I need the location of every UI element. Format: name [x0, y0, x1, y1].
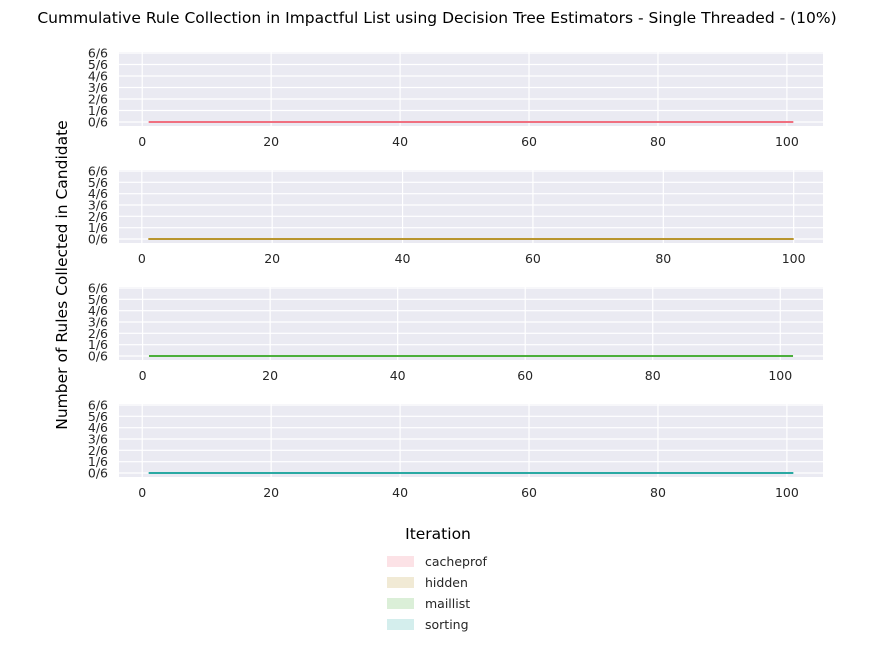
x-tick-label: 60 [521, 134, 537, 149]
y-tick-label: 4/6 [88, 186, 108, 201]
y-tick-label: 1/6 [88, 220, 108, 235]
y-tick-label: 4/6 [88, 69, 108, 84]
y-tick-label: 5/6 [88, 175, 108, 190]
y-tick-label: 1/6 [88, 454, 108, 469]
y-tick-label: 0/6 [88, 115, 108, 130]
plot-background [119, 404, 823, 477]
x-tick-label: 0 [138, 485, 146, 500]
plot-background [119, 170, 823, 243]
x-tick-label: 0 [138, 134, 146, 149]
y-tick-label: 0/6 [88, 466, 108, 481]
x-tick-label: 100 [768, 368, 792, 383]
y-tick-label: 6/6 [88, 398, 108, 413]
y-tick-label: 6/6 [88, 46, 108, 61]
x-tick-label: 40 [395, 251, 411, 266]
y-tick-label: 6/6 [88, 164, 108, 179]
x-tick-label: 40 [390, 368, 406, 383]
y-tick-label: 1/6 [88, 337, 108, 352]
x-tick-label: 60 [525, 251, 541, 266]
x-tick-label: 20 [262, 368, 278, 383]
legend-swatch-hidden [387, 577, 414, 588]
y-tick-label: 4/6 [88, 420, 108, 435]
y-tick-label: 3/6 [88, 432, 108, 447]
plot-background [119, 52, 823, 126]
y-tick-label: 5/6 [88, 292, 108, 307]
y-tick-label: 3/6 [88, 80, 108, 95]
subplot-maillist: 20 40 60 80 100 0 0/61/62/63/64/65/66/6 [88, 281, 823, 383]
legend-label-hidden: hidden [425, 575, 468, 590]
x-tick-label: 100 [782, 251, 806, 266]
chart-title: Cummulative Rule Collection in Impactful… [37, 9, 836, 27]
x-tick-label: 100 [775, 134, 799, 149]
x-tick-label: 80 [655, 251, 671, 266]
x-tick-label: 40 [392, 485, 408, 500]
y-tick-label: 2/6 [88, 92, 108, 107]
legend-swatch-cacheprof [387, 556, 414, 567]
y-tick-label: 2/6 [88, 443, 108, 458]
x-tick-label: 0 [139, 368, 147, 383]
x-tick-label: 0 [138, 251, 146, 266]
x-tick-label: 80 [650, 134, 666, 149]
legend: cacheprof hidden maillist sorting [387, 554, 487, 632]
y-tick-label: 4/6 [88, 303, 108, 318]
subplot-sorting: 0 20 40 60 80 100 0/61/62/63/64/65/66/6 [88, 398, 823, 500]
x-tick-label: 40 [392, 134, 408, 149]
x-tick-label: 100 [775, 485, 799, 500]
subplot-hidden: 20 40 60 80 100 0 0/61/62/63/64/65/66/6 [88, 164, 823, 266]
y-tick-label: 5/6 [88, 409, 108, 424]
y-tick-label: 1/6 [88, 103, 108, 118]
x-axis-label: Iteration [405, 525, 471, 543]
y-tick-label: 2/6 [88, 209, 108, 224]
x-tick-label: 20 [263, 134, 279, 149]
y-tick-label: 6/6 [88, 281, 108, 296]
x-tick-label: 60 [517, 368, 533, 383]
legend-swatch-maillist [387, 598, 414, 609]
legend-swatch-sorting [387, 619, 414, 630]
y-axis-label: Number of Rules Collected in Candidate [53, 120, 71, 429]
subplot-cacheprof: 20 40 60 80 100 0 0/61/62/63/64/65/66/6 [88, 46, 823, 149]
y-tick-label: 3/6 [88, 198, 108, 213]
legend-label-cacheprof: cacheprof [425, 554, 487, 569]
x-tick-label: 60 [521, 485, 537, 500]
y-tick-label: 2/6 [88, 326, 108, 341]
y-tick-label: 0/6 [88, 349, 108, 364]
legend-label-sorting: sorting [425, 617, 469, 632]
y-tick-label: 3/6 [88, 315, 108, 330]
x-tick-label: 20 [263, 485, 279, 500]
y-tick-label: 5/6 [88, 57, 108, 72]
legend-label-maillist: maillist [425, 596, 470, 611]
plot-background [119, 287, 823, 360]
x-tick-label: 80 [650, 485, 666, 500]
x-tick-label: 80 [645, 368, 661, 383]
x-tick-label: 20 [264, 251, 280, 266]
y-tick-label: 0/6 [88, 232, 108, 247]
